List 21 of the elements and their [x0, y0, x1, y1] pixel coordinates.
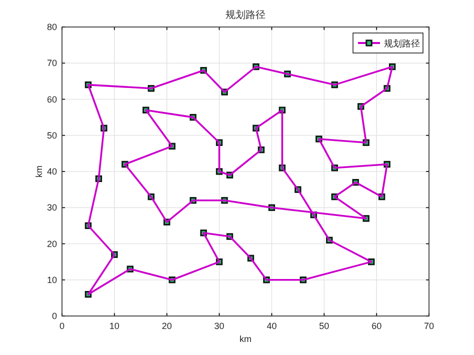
x-tick-label: 30	[214, 321, 224, 331]
x-tick-label: 70	[424, 321, 434, 331]
y-tick-label: 40	[46, 166, 57, 176]
y-tick-label: 80	[46, 22, 57, 32]
y-tick-label: 0	[52, 311, 57, 321]
x-tick-label: 40	[266, 321, 277, 331]
y-axis-title: km	[34, 166, 44, 178]
y-tick-label: 10	[46, 274, 57, 285]
y-tick-label: 20	[46, 238, 57, 249]
x-axis-title: km	[240, 334, 252, 344]
y-tick-label: 50	[46, 130, 57, 140]
x-tick-label: 0	[59, 321, 65, 331]
chart-title: 规划路径	[226, 9, 266, 21]
x-tick-label: 20	[162, 321, 172, 331]
y-tick-label: 60	[46, 94, 57, 104]
x-tick-label: 10	[109, 321, 120, 331]
legend-label: 规划路径	[384, 38, 420, 48]
x-tick-label: 50	[319, 321, 330, 331]
y-tick-label: 30	[46, 202, 57, 213]
x-tick-label: 60	[372, 321, 382, 331]
y-tick-label: 70	[46, 58, 57, 68]
